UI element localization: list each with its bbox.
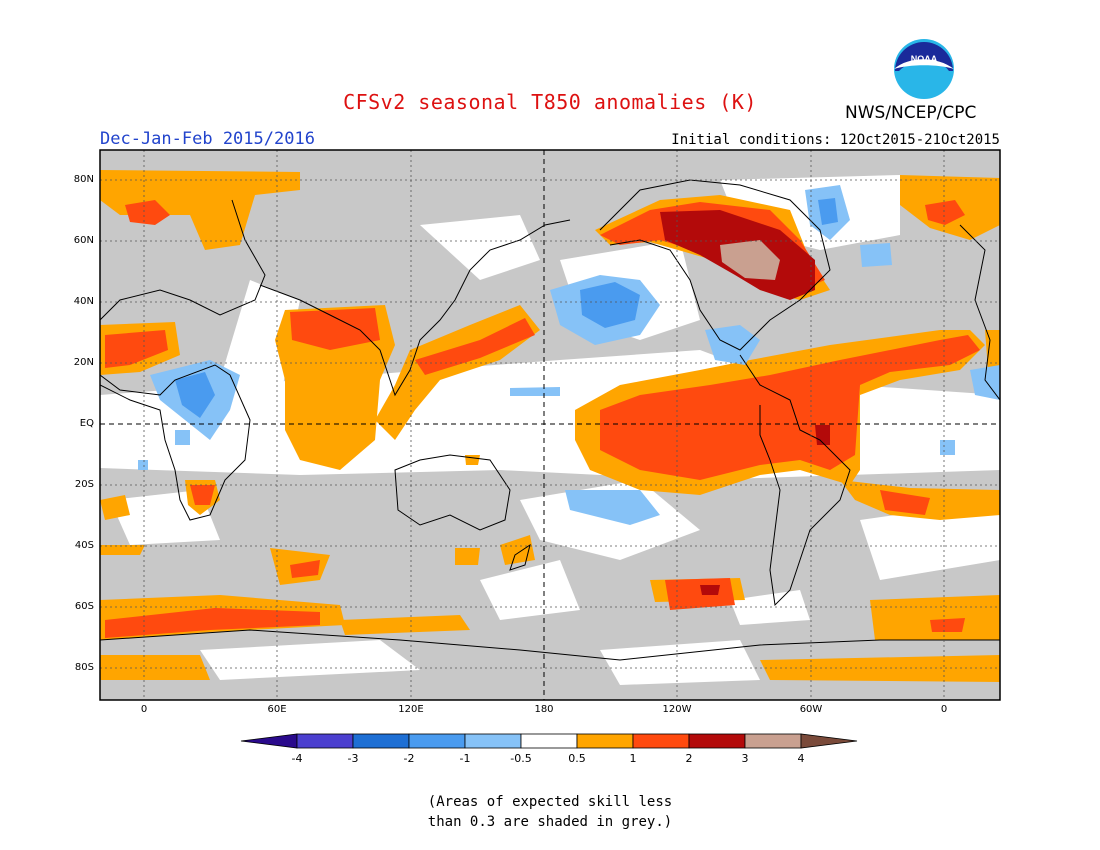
longitude-label: 120E [398,704,424,715]
longitude-label: 60W [799,704,823,715]
colorbar-arrow-high [800,733,858,749]
colorbar-swatch [688,733,746,749]
longitude-label: 180 [534,704,554,715]
latitude-label: 80N [73,174,94,185]
footnote-line-2: than 0.3 are shaded in grey.) [427,814,673,830]
longitude-label: 0 [940,704,948,715]
colorbar-swatch [408,733,466,749]
colorbar-tick-label: 3 [741,752,749,765]
coastlines [100,179,1000,661]
latitude-label: 80S [74,662,94,673]
colorbar-tick-label: 1 [629,752,637,765]
season-label: Dec-Jan-Feb 2015/2016 [100,129,315,149]
colorbar-tick-label: 2 [685,752,693,765]
colorbar-tick-label: -0.5 [510,752,532,765]
latitude-label: 20N [73,357,94,368]
anomaly-negative-1-2-regions [175,198,838,418]
colorbar-tick-label: -3 [347,752,359,765]
colorbar-tick-label: -4 [291,752,303,765]
logo-text: NOAA [911,54,938,64]
colorbar-swatch [520,733,578,749]
map-title: CFSv2 seasonal T850 anomalies (K) [343,90,757,114]
footnote-line-1: (Areas of expected skill less [427,794,673,810]
latitude-label: 60N [73,235,94,246]
longitude-label: 120W [662,704,692,715]
latitude-label: EQ [79,418,94,429]
longitude-label: 0 [140,704,148,715]
latitude-label: 40N [73,296,94,307]
colorbar-swatch [352,733,410,749]
colorbar-tick-label: 4 [797,752,805,765]
colorbar-swatch [744,733,802,749]
longitude-label: 60E [267,704,287,715]
initial-conditions-label: Initial conditions: 12Oct2015-21Oct2015 [671,132,1000,148]
equator-dateline [100,150,1000,700]
colorbar-swatch [296,733,354,749]
latitude-label: 20S [74,479,94,490]
skill-footnote: (Areas of expected skill less than 0.3 a… [0,792,1100,832]
colorbar-tick-label: -2 [403,752,415,765]
map-frame [99,149,1001,701]
colorbar-tick-label: -1 [459,752,471,765]
noaa-logo: NOAA [894,39,954,99]
colorbar-swatch [632,733,690,749]
anomaly-3-4-regions [720,240,780,280]
agency-label: NWS/NCEP/CPC [845,103,977,123]
colorbar-swatch [464,733,522,749]
latitude-label: 60S [74,601,94,612]
colorbar-swatch [576,733,634,749]
graticule [100,150,1000,700]
latitude-label: 40S [74,540,94,551]
map-field [100,150,1000,700]
colorbar-arrow-low [240,733,298,749]
colorbar-tick-label: 0.5 [568,752,586,765]
